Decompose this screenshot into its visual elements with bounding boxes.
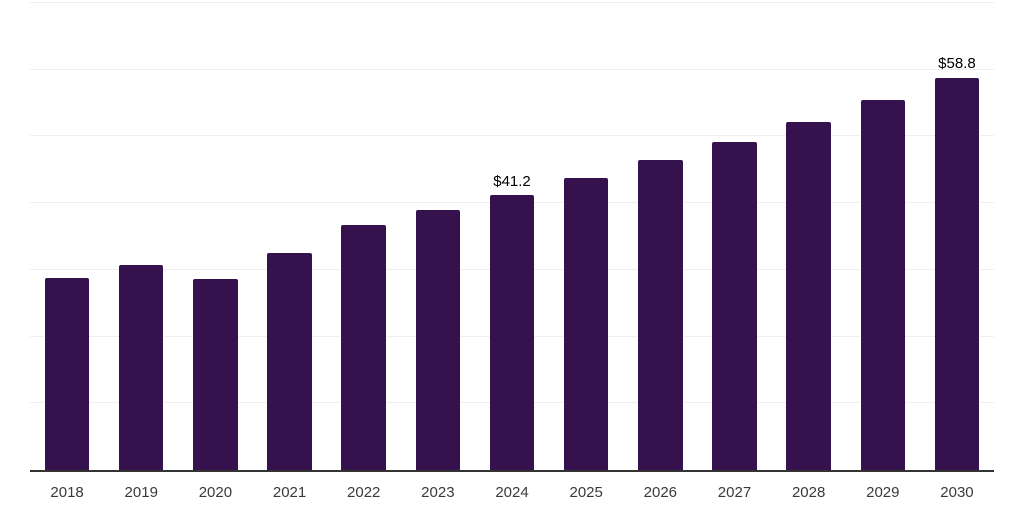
bar-2030	[934, 77, 980, 470]
bar-column-2026	[623, 3, 697, 470]
bar-column-2029	[846, 3, 920, 470]
bar-2018	[44, 277, 90, 470]
x-tick-label-2028: 2028	[791, 484, 826, 501]
gridline-60	[30, 68, 994, 70]
bar-column-2025	[549, 3, 623, 470]
x-tick-label-2027: 2027	[717, 484, 752, 501]
x-tick-label-2029: 2029	[866, 484, 900, 501]
bar-2019	[118, 264, 164, 470]
bar-2028	[786, 121, 831, 470]
x-tick-label-2024: 2024	[495, 484, 529, 501]
bar-value-label-2024: $41.2	[493, 172, 531, 190]
bar-2027	[712, 141, 757, 470]
bar-column-2028	[772, 3, 846, 470]
x-tick-label-2023: 2023	[421, 484, 455, 501]
bar-chart: $41.2 $58.8 2018 2019 2020 2021 2022 2023 2024 2…	[30, 2, 994, 502]
bar-2026	[638, 160, 683, 470]
bar-column-2023	[401, 3, 475, 470]
x-tick-label-2025: 2025	[569, 484, 603, 501]
x-tick-label-2019: 2019	[124, 484, 158, 501]
bar-2024	[489, 195, 535, 470]
x-tick-label-2030: 2030	[940, 484, 974, 501]
bar-2020	[193, 278, 238, 470]
bar-column-2022	[327, 3, 401, 470]
bar-value-label-2030: $58.8	[938, 55, 976, 73]
x-tick-label-2021: 2021	[272, 484, 307, 501]
x-axis-labels: 2018 2019 2020 2021 2022 2023 2024 2025 2026 2027…	[30, 472, 994, 502]
bar-column-2027	[697, 3, 771, 470]
bar-column-2018	[30, 3, 104, 470]
bar-column-2020	[178, 3, 252, 470]
x-tick-label-2026: 2026	[643, 484, 678, 501]
gridline-70	[30, 2, 994, 3]
bar-2029	[860, 100, 906, 470]
bar-2022	[341, 225, 386, 470]
bar-2021	[267, 253, 312, 470]
bar-column-2021	[252, 3, 326, 470]
x-tick-label-2018: 2018	[50, 484, 84, 501]
x-tick-label-2020: 2020	[198, 484, 233, 501]
bar-column-2024: $41.2	[475, 3, 549, 470]
gridline-50	[30, 135, 994, 137]
plot-area: $41.2 $58.8	[30, 2, 994, 472]
bar-column-2030: $58.8	[920, 3, 994, 470]
x-tick-label-2022: 2022	[347, 484, 381, 501]
bar-2023	[415, 210, 461, 470]
bar-column-2019	[104, 3, 178, 470]
bar-2025	[563, 178, 609, 470]
